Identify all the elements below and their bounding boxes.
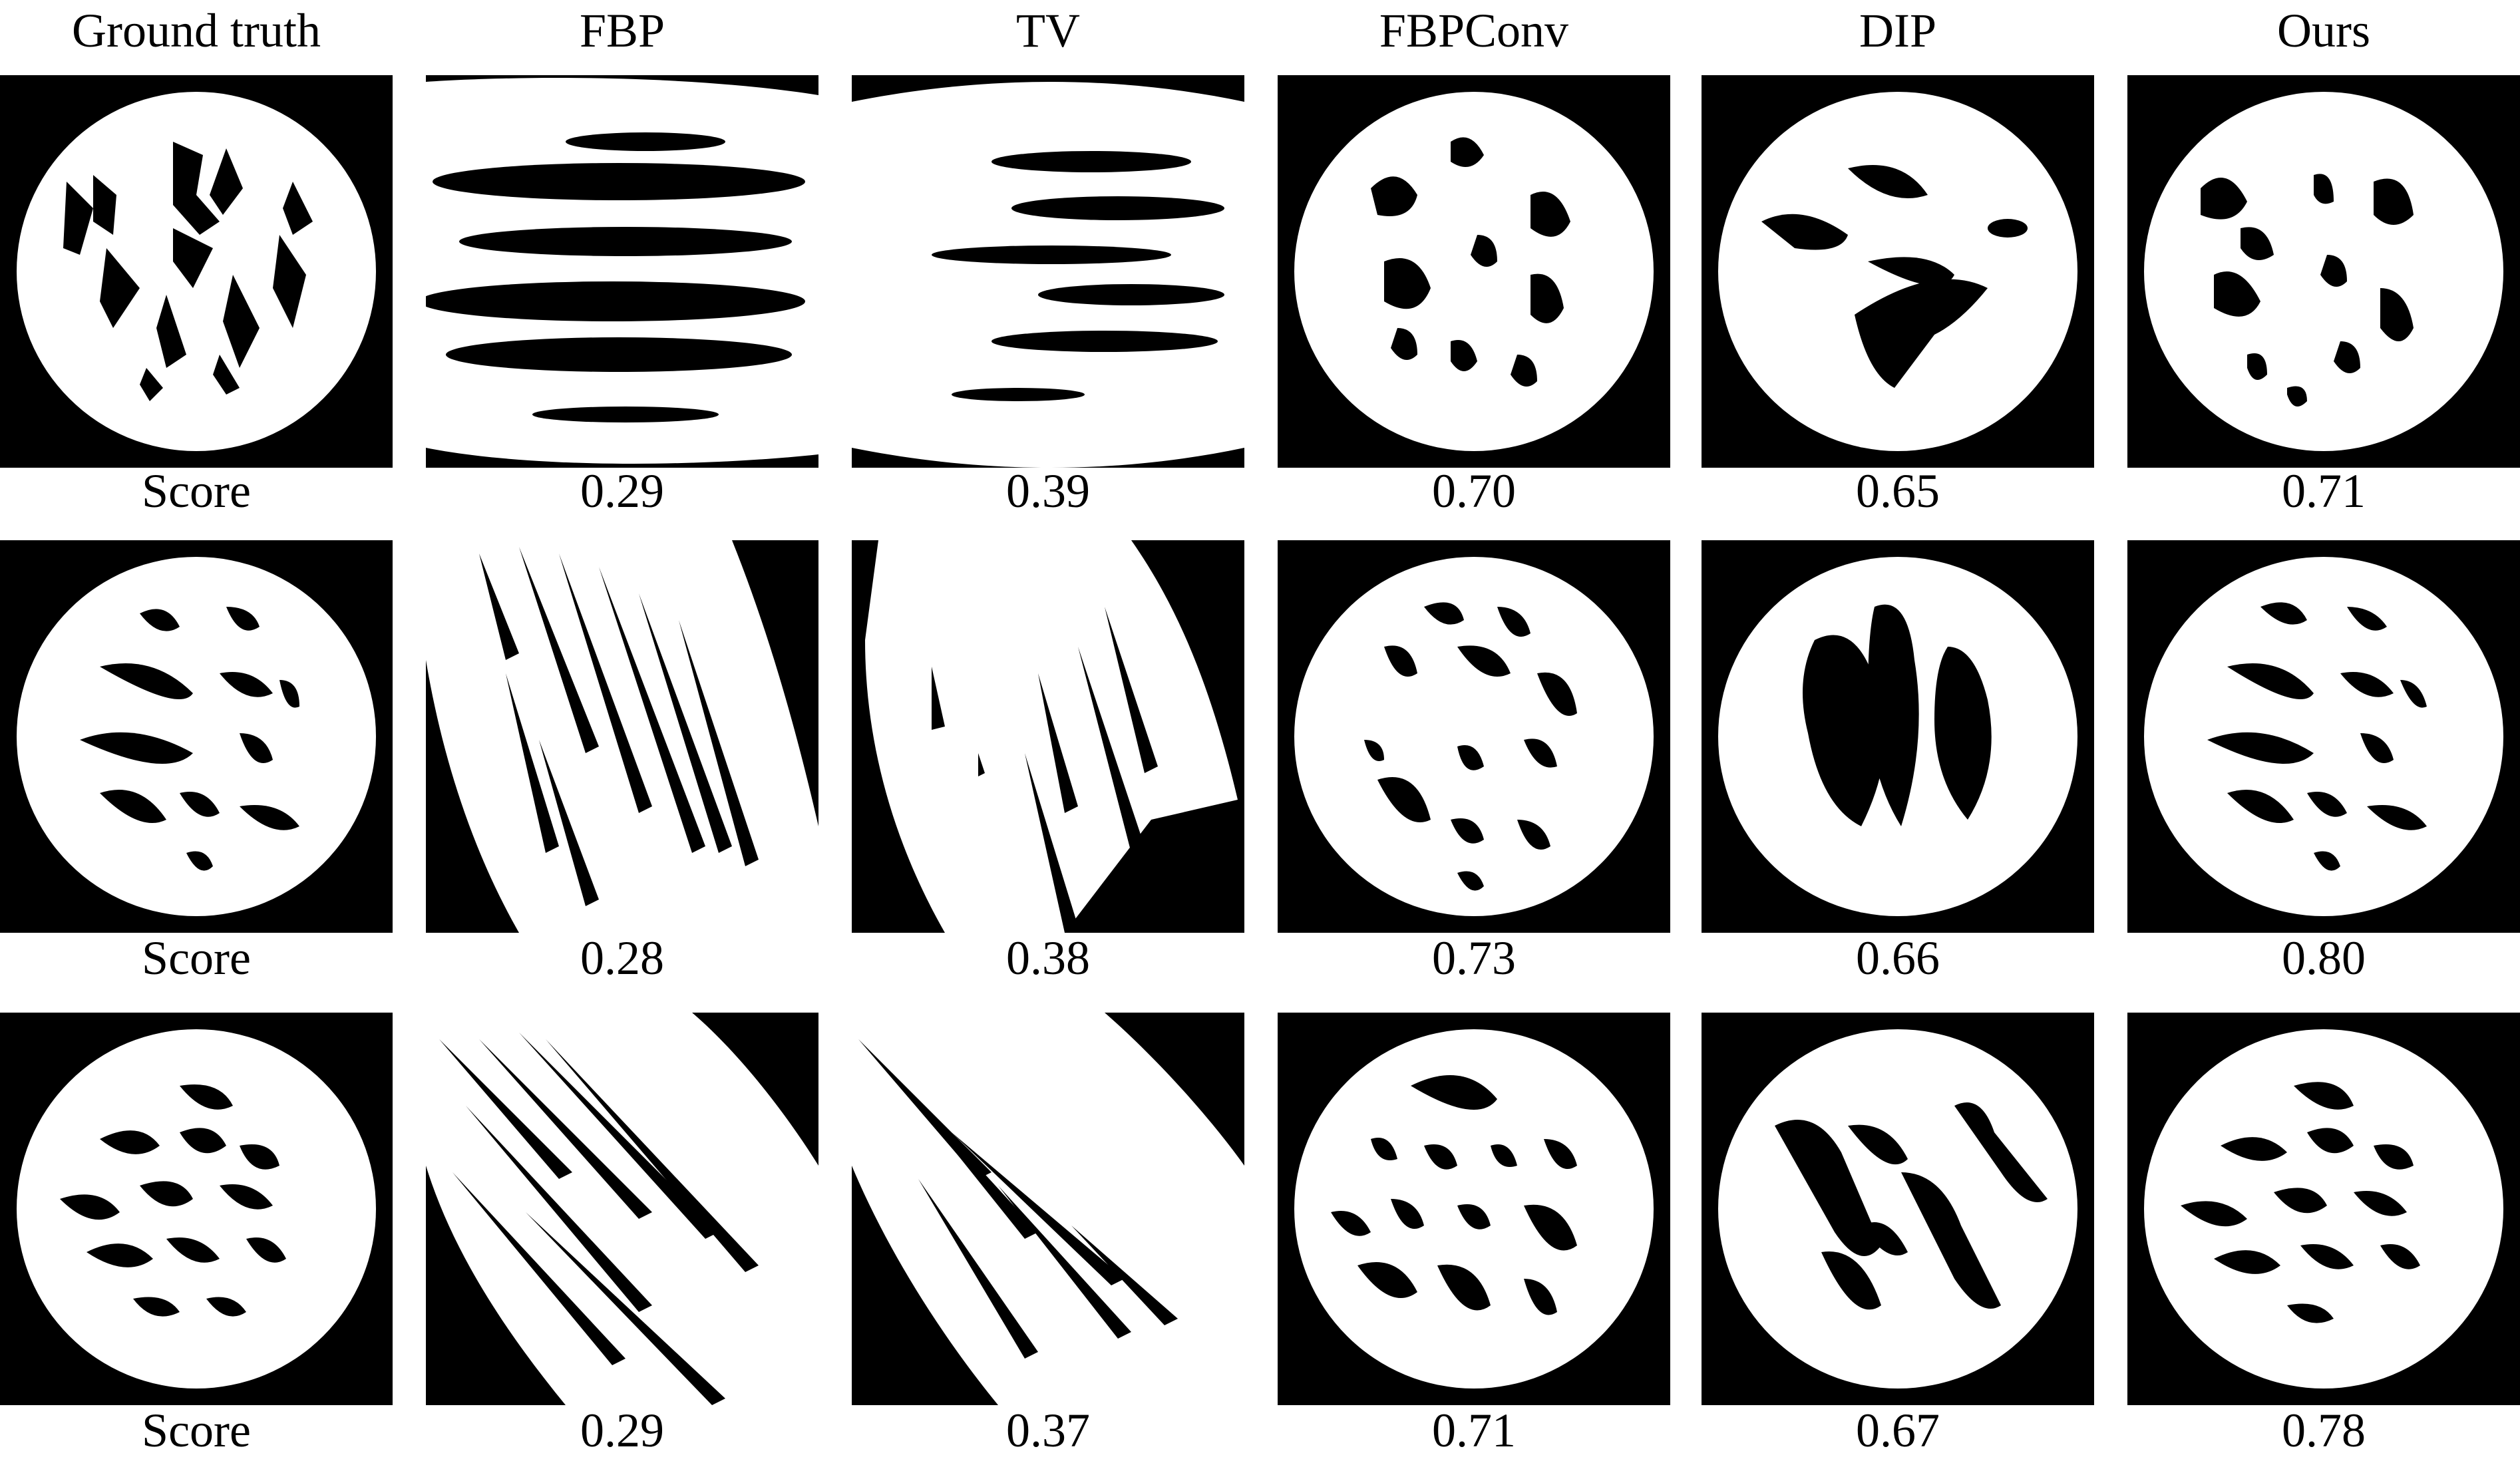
panel-row2-ground-truth [0, 540, 393, 933]
panel-row2-fbp [426, 540, 818, 933]
panel-row1-ours [2127, 75, 2520, 468]
score-row1-ours: 0.71 [2282, 464, 2366, 518]
panel-row1-tv [852, 75, 1244, 468]
score-row2-tv: 0.38 [1006, 931, 1090, 985]
panel-row2-fbpconv [1278, 540, 1670, 933]
panel-row3-tv [852, 1013, 1244, 1405]
score-row1-fbp: 0.29 [580, 464, 664, 518]
panel-row1-ground-truth [0, 75, 393, 468]
score-row1-tv: 0.39 [1006, 464, 1090, 518]
panel-row2-ours [2127, 540, 2520, 933]
score-row2-fbpconv: 0.73 [1432, 931, 1516, 985]
score-row3-ours: 0.78 [2282, 1404, 2366, 1457]
column-header-ours: Ours [2277, 4, 2370, 57]
column-header-dip: DIP [1859, 4, 1936, 57]
score-row2-dip: 0.66 [1856, 931, 1940, 985]
score-row2-fbp: 0.28 [580, 931, 664, 985]
column-header-fbp: FBP [579, 4, 665, 57]
panel-row3-fbp [426, 1013, 818, 1405]
panel-row2-tv [852, 540, 1244, 933]
score-row1-fbpconv: 0.70 [1432, 464, 1516, 518]
score-row3-fbp: 0.29 [580, 1404, 664, 1457]
panel-row1-fbpconv [1278, 75, 1670, 468]
column-header-ground-truth: Ground truth [72, 4, 321, 57]
score-row1-ground-truth: Score [142, 464, 251, 518]
score-row3-ground-truth: Score [142, 1404, 251, 1457]
panel-row3-fbpconv [1278, 1013, 1670, 1405]
panel-row3-ground-truth [0, 1013, 393, 1405]
panel-row3-ours [2127, 1013, 2520, 1405]
panel-row1-fbp [426, 75, 818, 468]
column-header-tv: TV [1016, 4, 1080, 57]
score-row3-dip: 0.67 [1856, 1404, 1940, 1457]
score-row1-dip: 0.65 [1856, 464, 1940, 518]
panel-row2-dip [1702, 540, 2094, 933]
score-row2-ground-truth: Score [142, 931, 251, 985]
score-row2-ours: 0.80 [2282, 931, 2366, 985]
score-row3-tv: 0.37 [1006, 1404, 1090, 1457]
panel-row1-dip [1702, 75, 2094, 468]
panel-row3-dip [1702, 1013, 2094, 1405]
column-header-fbpconv: FBPConv [1379, 4, 1569, 57]
score-row3-fbpconv: 0.71 [1432, 1404, 1516, 1457]
